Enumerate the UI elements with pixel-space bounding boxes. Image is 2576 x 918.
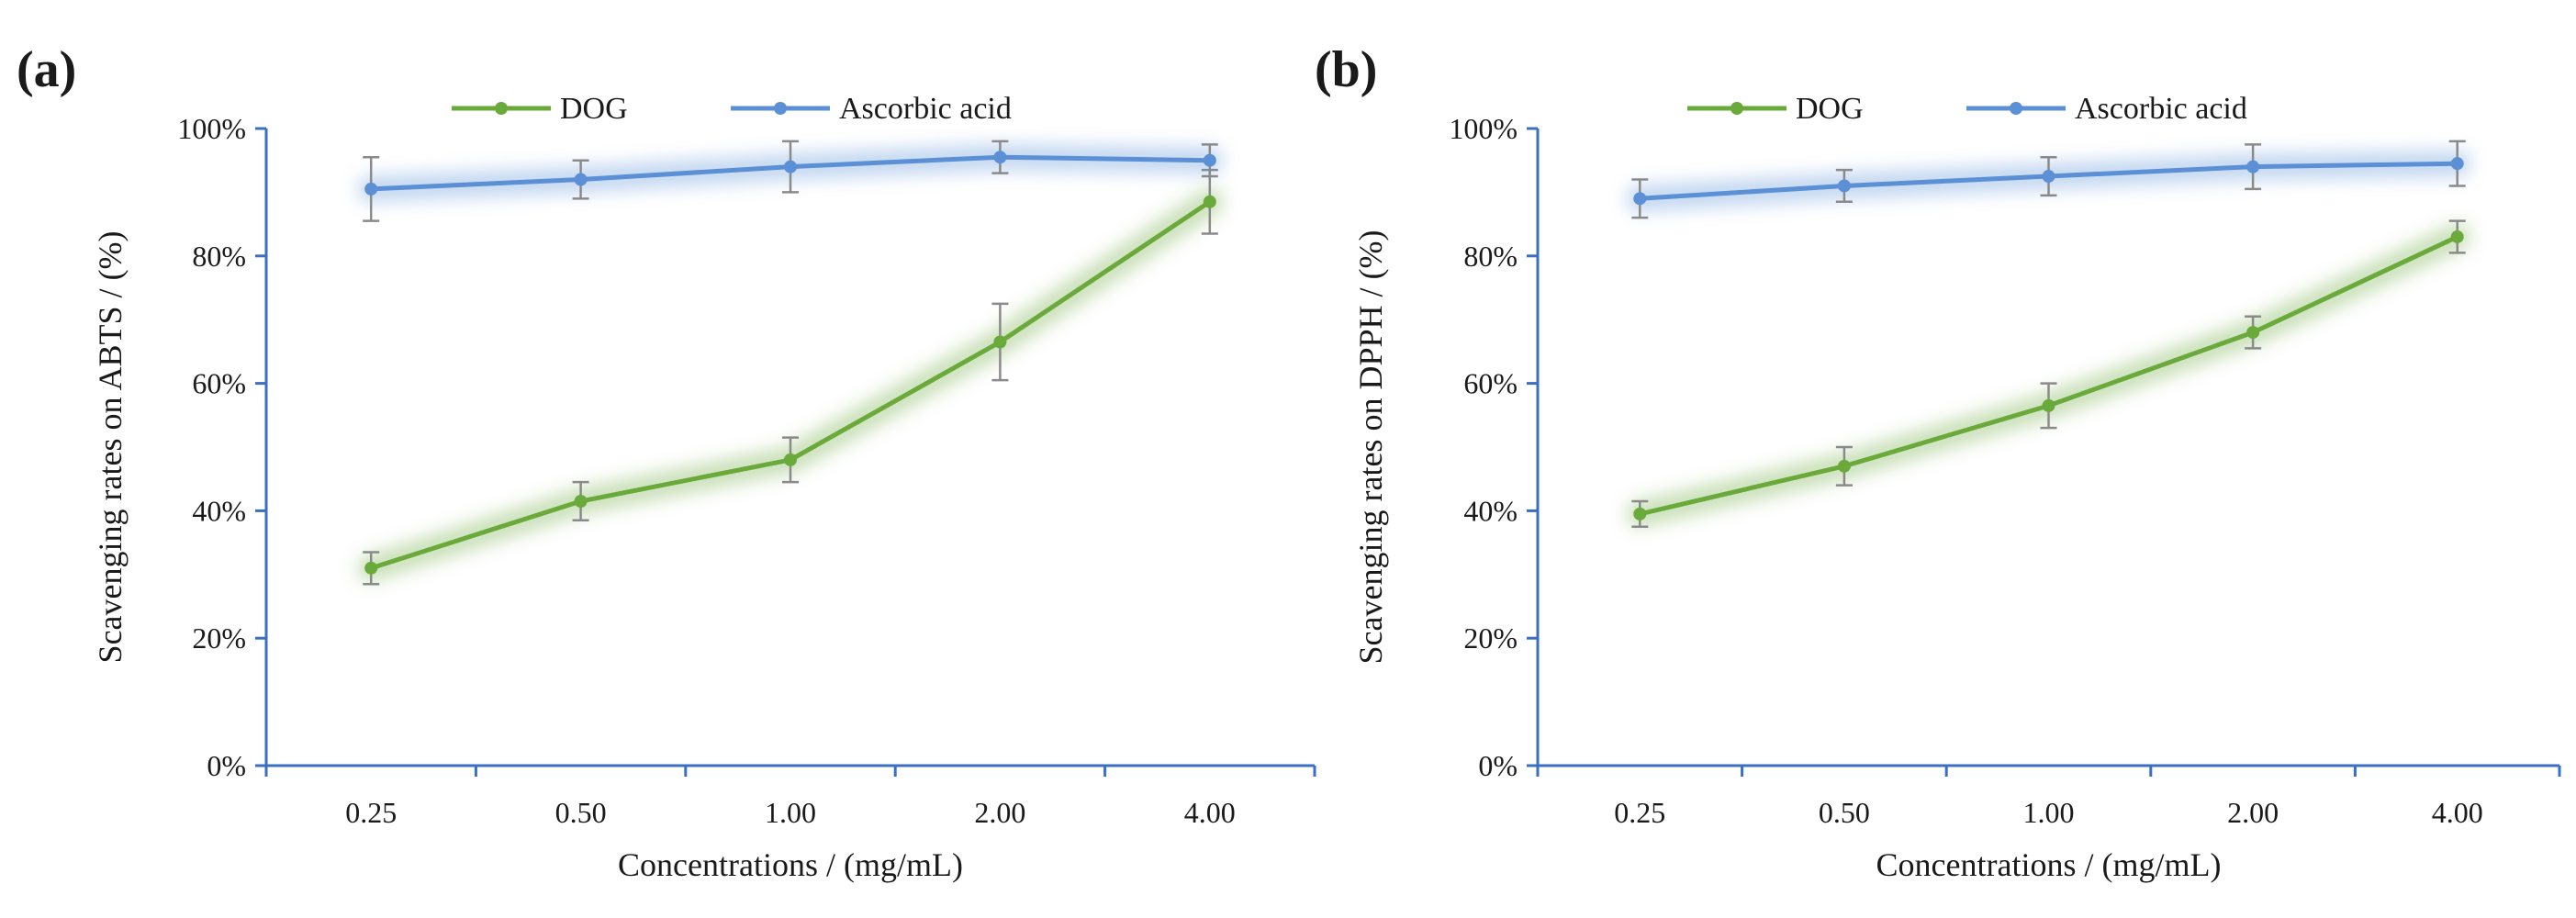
y-tick-label: 0% [207, 749, 246, 782]
y-tick-label: 0% [1478, 749, 1518, 782]
x-tick-label: 2.00 [974, 796, 1025, 829]
data-point [993, 335, 1007, 349]
panel-label: (b) [1315, 41, 1377, 98]
y-tick-label: 80% [1463, 240, 1518, 273]
x-tick-label: 1.00 [765, 796, 816, 829]
y-tick-label: 40% [192, 494, 246, 527]
y-tick-label: 60% [192, 367, 246, 400]
data-point [2042, 170, 2055, 184]
series-ascorbic-acid [357, 140, 1224, 222]
data-point [574, 173, 588, 186]
data-point [1837, 179, 1851, 193]
legend-label: Ascorbic acid [2075, 92, 2247, 126]
data-point [1837, 459, 1851, 473]
x-tick-label: 4.00 [1184, 796, 1236, 829]
y-tick-label: 100% [1449, 112, 1518, 145]
series-line [370, 199, 1212, 571]
panel-label: (a) [17, 41, 76, 98]
y-tick-label: 20% [1463, 621, 1518, 655]
series-glow [357, 187, 1224, 582]
data-point [1633, 507, 1647, 521]
legend-item-dog: DOG [1687, 92, 1864, 126]
data-point [1203, 195, 1216, 208]
legend-item-ascorbic-acid: Ascorbic acid [1966, 92, 2247, 126]
series-ascorbic-acid [1626, 140, 2471, 219]
series-dog [1626, 219, 2471, 528]
x-tick-label: 0.50 [1819, 796, 1870, 829]
x-tick-label: 2.00 [2227, 796, 2279, 829]
data-point [993, 151, 1007, 164]
legend-label: DOG [1796, 92, 1864, 126]
data-point [2450, 157, 2464, 171]
chart-panel-a: (a) 0% 20% 40% 60% 80% 100% 0.25 0.50 1.00 2.00 4.0… [17, 41, 1316, 883]
data-point [2246, 160, 2260, 174]
y-tick-label: 40% [1463, 494, 1518, 527]
x-axis-title: Concentrations / (mg/mL) [1876, 846, 2222, 883]
x-axis-title: Concentrations / (mg/mL) [618, 846, 963, 883]
legend-item-ascorbic-acid: Ascorbic acid [731, 92, 1012, 126]
x-tick-label: 0.25 [345, 796, 397, 829]
series-dog [357, 168, 1224, 586]
y-tick-label: 100% [177, 112, 246, 145]
data-point [574, 494, 588, 508]
x-tick-label: 1.00 [2023, 796, 2075, 829]
data-point [784, 160, 797, 174]
y-axis-title: Scavenging rates on DPPH / (%) [1352, 230, 1389, 665]
x-tick-label: 4.00 [2432, 796, 2483, 829]
legend-marker [774, 102, 787, 115]
data-point [784, 453, 797, 466]
series-glow [1626, 223, 2471, 528]
data-point [1203, 153, 1216, 167]
y-tick-label: 80% [192, 240, 246, 273]
chart-panel-b: (b) 0% 20% 40% 60% 80% 100% 0.25 0.50 1.00 2.00 4.0… [1315, 41, 2561, 883]
legend-marker [2010, 102, 2022, 115]
legend-marker [495, 102, 508, 115]
y-tick-label: 60% [1463, 367, 1518, 400]
y-axis-title: Scavenging rates on ABTS / (%) [92, 231, 129, 664]
data-point [364, 561, 378, 575]
data-point [364, 182, 378, 196]
data-point [2450, 230, 2464, 243]
x-tick-label: 0.50 [555, 796, 607, 829]
data-point [1633, 192, 1647, 206]
data-point [2246, 326, 2260, 340]
legend-marker [1730, 102, 1743, 115]
x-tick-label: 0.25 [1614, 796, 1665, 829]
legend-label: DOG [560, 92, 628, 126]
y-tick-label: 20% [192, 621, 246, 655]
data-point [2042, 398, 2055, 412]
legend-item-dog: DOG [452, 92, 628, 126]
legend-label: Ascorbic acid [839, 92, 1012, 126]
